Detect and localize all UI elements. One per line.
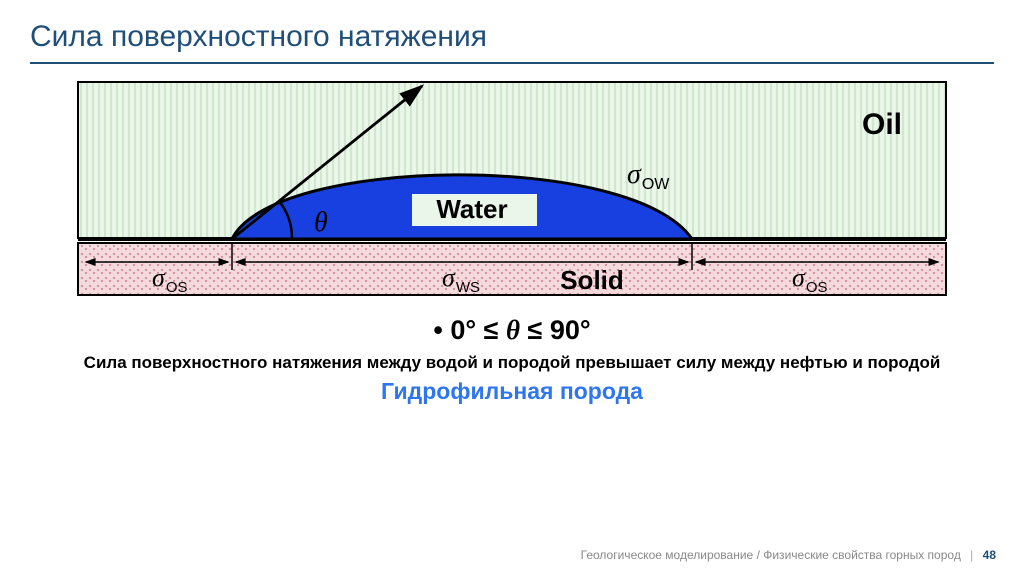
hydrophilic-label: Гидрофильная порода — [0, 378, 1024, 405]
theta-symbol: θ — [314, 207, 328, 238]
water-label: Water — [436, 194, 507, 224]
contact-angle-diagram: Oil Water Solid θ σOW σOS σWS σOS — [72, 76, 952, 301]
page-number: 48 — [983, 548, 996, 562]
diagram-svg: Oil Water Solid θ σOW σOS σWS σOS — [72, 76, 952, 301]
footer-right: Физические свойства горных пород — [763, 548, 961, 562]
slide-footer: Геологическое моделирование / Физические… — [581, 548, 996, 562]
oil-label: Oil — [862, 108, 902, 141]
solid-label: Solid — [560, 265, 624, 295]
footer-left: Геологическое моделирование — [581, 548, 754, 562]
title-underline — [30, 62, 994, 64]
angle-range-formula: • 0° ≤ θ ≤ 90° — [0, 315, 1024, 346]
caption-text: Сила поверхностного натяжения между водо… — [60, 352, 964, 374]
slide-title: Сила поверхностного натяжения — [0, 0, 1024, 62]
